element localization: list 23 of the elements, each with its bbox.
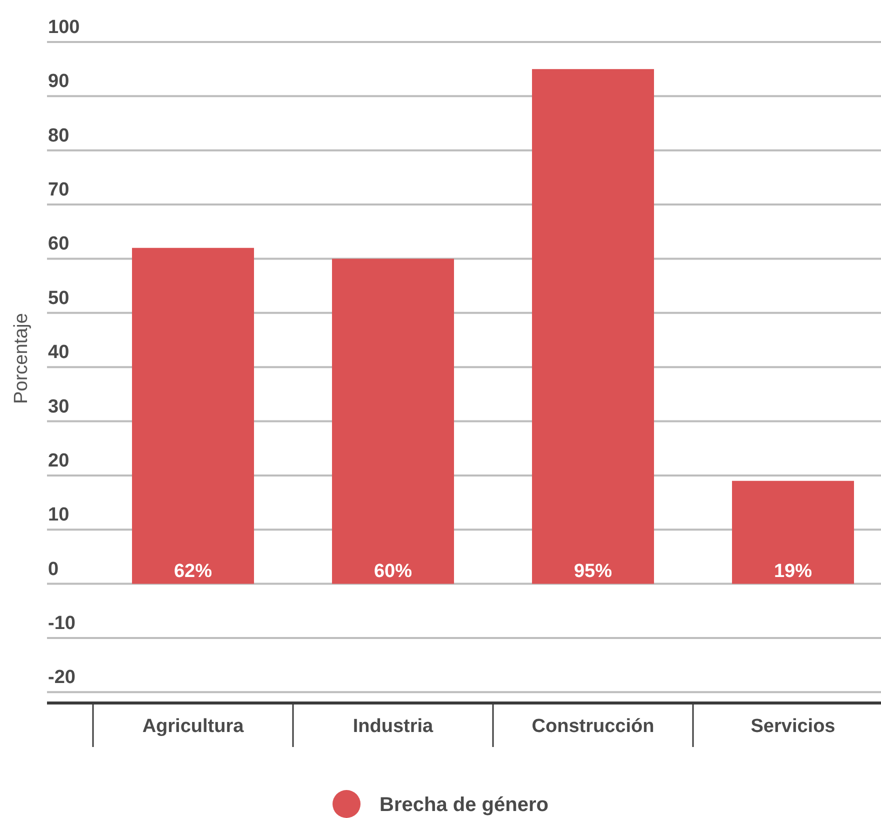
y-tick-label: 100 bbox=[48, 17, 80, 38]
y-tick-label: -10 bbox=[48, 612, 76, 634]
legend-label: Brecha de género bbox=[380, 794, 548, 816]
x-tick-label: Agricultura bbox=[142, 716, 244, 737]
data-label: 62% bbox=[174, 560, 212, 582]
y-tick-label: 60 bbox=[48, 234, 70, 255]
y-axis-title: Porcentaje bbox=[11, 313, 32, 404]
x-tick-label: Industria bbox=[352, 716, 434, 737]
y-tick-label: 80 bbox=[48, 125, 70, 146]
y-tick-label: 70 bbox=[48, 180, 70, 201]
y-tick-label: 50 bbox=[48, 288, 70, 309]
data-label: 60% bbox=[374, 560, 412, 582]
data-label: 95% bbox=[574, 560, 612, 582]
y-tick-label: 0 bbox=[48, 558, 59, 580]
x-tick-label: Servicios bbox=[750, 716, 836, 737]
y-tick-label: 10 bbox=[48, 504, 70, 526]
data-label: 19% bbox=[774, 560, 812, 582]
y-tick-label: 20 bbox=[48, 450, 70, 472]
x-tick-label: Construcción bbox=[532, 716, 654, 737]
y-tick-label: 90 bbox=[48, 71, 70, 92]
y-tick-label: -20 bbox=[48, 667, 76, 688]
y-tick-label: 30 bbox=[48, 396, 70, 418]
y-tick-label: 40 bbox=[48, 342, 70, 364]
